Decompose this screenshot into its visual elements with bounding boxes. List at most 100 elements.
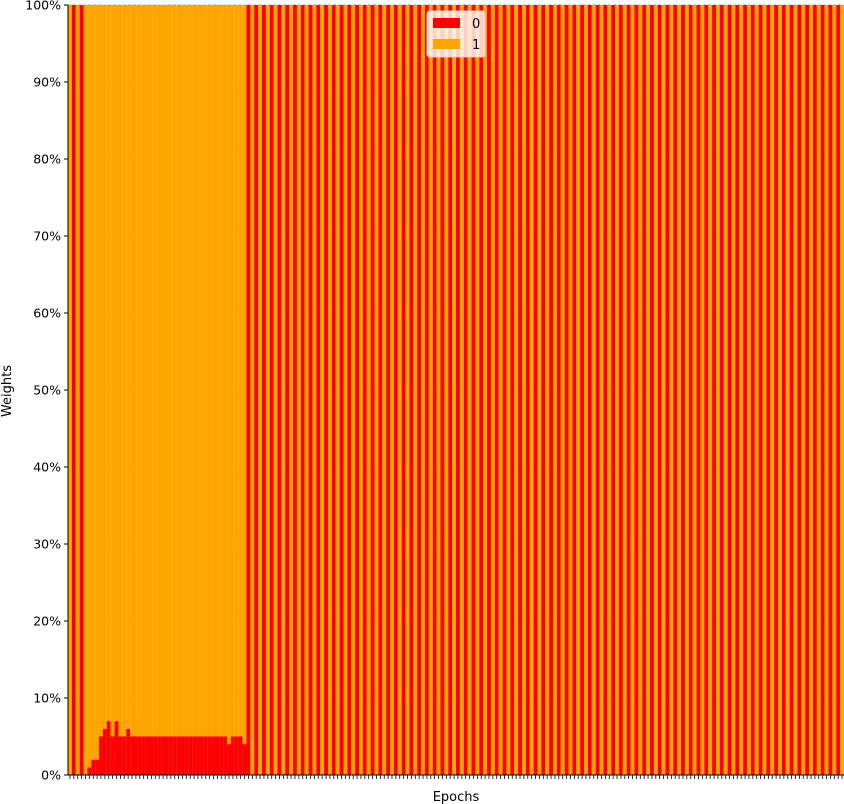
- bar-0-epoch-24: [161, 736, 166, 775]
- bar-0-epoch-28: [176, 736, 181, 775]
- bar-0-epoch-154: [665, 5, 670, 775]
- bar-1-epoch-14: [122, 5, 127, 737]
- bar-1-epoch-9: [102, 5, 107, 729]
- bar-0-epoch-66: [324, 5, 329, 775]
- bar-0-epoch-7: [95, 759, 100, 775]
- bar-1-epoch-111: [498, 5, 503, 775]
- bar-0-epoch-142: [618, 5, 623, 775]
- bar-1-epoch-169: [723, 5, 728, 775]
- y-tick-labels: 0% 10% 20% 30% 40% 50% 60% 70% 80% 90% 100%: [25, 0, 68, 783]
- bar-1-epoch-55: [281, 5, 286, 775]
- x-axis-label: Epochs: [433, 790, 480, 804]
- legend-label-1: 1: [472, 38, 480, 53]
- bar-1-epoch-19: [141, 5, 146, 737]
- bar-0-epoch-194: [820, 5, 825, 775]
- bar-1-epoch-8: [99, 5, 103, 737]
- bar-0-epoch-60: [300, 5, 305, 775]
- bar-1-epoch-47: [250, 5, 255, 775]
- bar-0-epoch-23: [157, 736, 162, 775]
- bar-0-epoch-44: [238, 736, 243, 775]
- bar-0-epoch-196: [828, 5, 833, 775]
- bar-1-epoch-73: [351, 5, 356, 775]
- bar-0-epoch-58: [293, 5, 297, 775]
- bar-1-epoch-113: [506, 5, 511, 775]
- bar-0-epoch-86: [401, 5, 406, 775]
- bar-0-epoch-198: [836, 5, 841, 775]
- y-tick-label-60: 60%: [33, 306, 61, 321]
- bar-0-epoch-148: [642, 5, 647, 775]
- bar-1-epoch-28: [176, 5, 181, 737]
- bar-0-epoch-13: [118, 736, 123, 775]
- bar-0-epoch-126: [556, 5, 561, 775]
- bar-1-epoch-171: [731, 5, 736, 775]
- bar-0-epoch-132: [580, 5, 585, 775]
- bar-1-epoch-6: [91, 5, 96, 760]
- bar-1-epoch-183: [778, 5, 782, 775]
- y-tick-label-40: 40%: [33, 460, 61, 475]
- bar-0-epoch-188: [797, 5, 802, 775]
- bar-0-epoch-130: [572, 5, 577, 775]
- bar-1-epoch-32: [192, 5, 197, 737]
- bar-1-epoch-13: [118, 5, 123, 737]
- bar-0-epoch-156: [673, 5, 678, 775]
- bar-1-epoch-91: [421, 5, 426, 775]
- bar-1-epoch-151: [653, 5, 658, 775]
- bar-0-epoch-37: [211, 736, 216, 775]
- bar-1-epoch-179: [762, 5, 767, 775]
- bar-1-epoch-107: [483, 5, 488, 775]
- bar-0-epoch-62: [308, 5, 313, 775]
- bar-0-epoch-82: [386, 5, 391, 775]
- bar-0-epoch-52: [269, 5, 274, 775]
- y-axis-label: Weights: [0, 365, 15, 417]
- bar-1-epoch-181: [770, 5, 775, 775]
- bar-0-epoch-6: [91, 759, 96, 775]
- bar-0-epoch-166: [712, 5, 717, 775]
- bar-1-epoch-159: [684, 5, 689, 775]
- y-tick-label-90: 90%: [33, 75, 61, 90]
- bar-0-epoch-26: [168, 736, 173, 775]
- bar-0-epoch-180: [766, 5, 771, 775]
- bar-0-epoch-42: [230, 736, 235, 775]
- bar-1-epoch-5: [87, 5, 92, 768]
- bar-1-epoch-125: [553, 5, 557, 775]
- bar-0-epoch-50: [262, 5, 266, 775]
- bar-0-epoch-27: [172, 736, 177, 775]
- legend: 01: [426, 10, 486, 58]
- bar-0-epoch-80: [378, 5, 383, 775]
- bar-0-epoch-10: [106, 721, 111, 775]
- bar-0-epoch-22: [153, 736, 158, 775]
- y-tick-label-80: 80%: [33, 152, 61, 167]
- bar-1-epoch-135: [591, 5, 596, 775]
- bar-1-epoch-7: [95, 5, 100, 760]
- bar-0-epoch-54: [277, 5, 282, 775]
- bar-1-epoch-195: [824, 5, 829, 775]
- bar-1-epoch-199: [840, 5, 844, 775]
- bar-1-epoch-131: [576, 5, 581, 775]
- bar-0-epoch-182: [774, 5, 779, 775]
- y-tick-label-70: 70%: [33, 229, 61, 244]
- bar-0-epoch-88: [409, 5, 414, 775]
- bar-1-epoch-57: [289, 5, 294, 775]
- bar-0-epoch-16: [130, 736, 135, 775]
- bar-0-epoch-110: [494, 5, 499, 775]
- bar-0-epoch-8: [99, 736, 103, 775]
- bar-0-epoch-114: [510, 5, 515, 775]
- legend-label-0: 0: [472, 17, 480, 32]
- bar-0-epoch-35: [203, 736, 208, 775]
- bar-0-epoch-158: [681, 5, 685, 775]
- bar-0-epoch-128: [564, 5, 569, 775]
- bar-1-epoch-10: [106, 5, 111, 722]
- bar-1-epoch-81: [382, 5, 387, 775]
- bar-0-epoch-84: [393, 5, 398, 775]
- bar-1-epoch-145: [630, 5, 635, 775]
- bar-1-epoch-44: [238, 5, 243, 737]
- bar-0-epoch-172: [735, 5, 740, 775]
- bar-0-epoch-116: [518, 5, 523, 775]
- bar-1-epoch-177: [754, 5, 759, 775]
- bar-1-epoch-123: [545, 5, 550, 775]
- bar-0-epoch-138: [603, 5, 608, 775]
- bar-1-epoch-34: [199, 5, 204, 737]
- bar-0-epoch-43: [234, 736, 239, 775]
- bar-0-epoch-3: [79, 5, 84, 775]
- bar-1-epoch-37: [211, 5, 216, 737]
